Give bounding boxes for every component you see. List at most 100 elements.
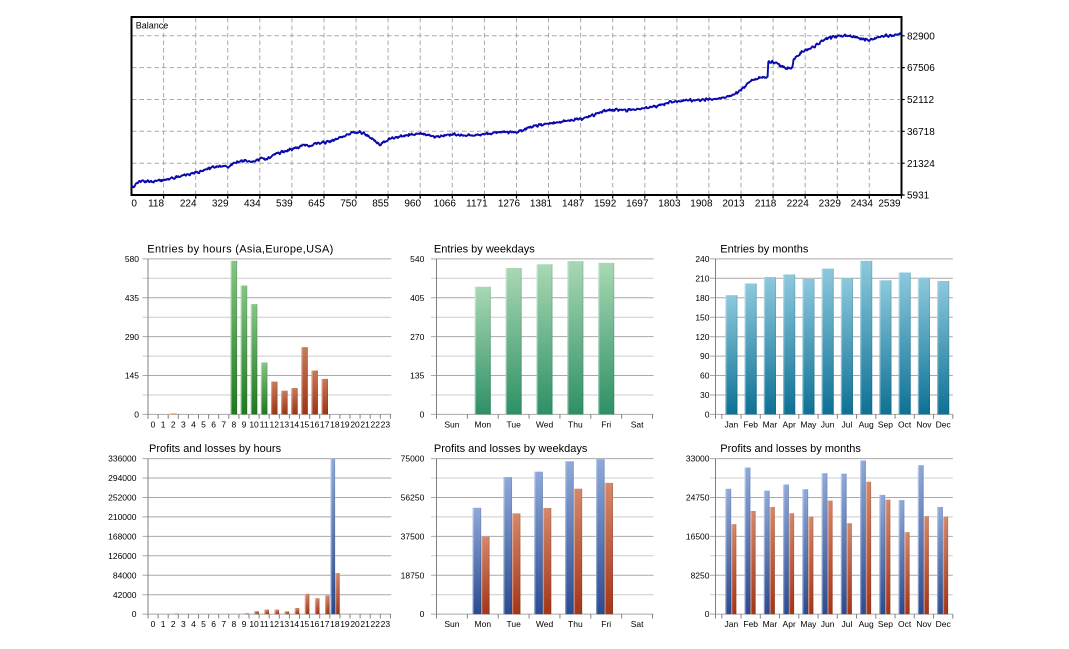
svg-text:22: 22: [371, 619, 381, 629]
svg-text:0: 0: [705, 609, 710, 619]
svg-text:960: 960: [404, 198, 421, 209]
svg-text:Apr: Apr: [783, 619, 796, 629]
svg-text:Feb: Feb: [743, 619, 758, 629]
svg-text:2539: 2539: [878, 198, 901, 209]
svg-text:210000: 210000: [108, 512, 137, 522]
svg-text:5931: 5931: [907, 191, 930, 202]
svg-text:1171: 1171: [466, 198, 488, 209]
svg-text:Mon: Mon: [475, 419, 492, 429]
svg-text:Apr: Apr: [783, 419, 796, 429]
svg-text:0: 0: [151, 619, 156, 629]
svg-text:May: May: [800, 419, 817, 429]
svg-text:540: 540: [410, 254, 424, 264]
svg-text:539: 539: [276, 198, 293, 209]
svg-text:Jun: Jun: [821, 419, 835, 429]
svg-text:Entries by weekdays: Entries by weekdays: [434, 243, 535, 255]
svg-text:Nov: Nov: [916, 619, 932, 629]
svg-text:Jun: Jun: [821, 619, 835, 629]
svg-text:120: 120: [695, 332, 709, 342]
svg-text:2329: 2329: [819, 198, 842, 209]
svg-text:10: 10: [249, 419, 259, 429]
svg-text:329: 329: [212, 198, 229, 209]
svg-text:33000: 33000: [686, 454, 710, 464]
svg-text:16: 16: [310, 419, 320, 429]
svg-text:Wed: Wed: [536, 419, 554, 429]
svg-text:0: 0: [134, 410, 139, 420]
svg-text:Dec: Dec: [936, 619, 952, 629]
svg-text:6: 6: [211, 619, 216, 629]
svg-text:Jul: Jul: [841, 619, 852, 629]
svg-text:1803: 1803: [658, 198, 681, 209]
svg-text:Oct: Oct: [898, 619, 912, 629]
svg-text:2118: 2118: [755, 198, 777, 209]
svg-text:145: 145: [125, 371, 139, 381]
svg-text:8: 8: [231, 419, 236, 429]
svg-text:Profits and losses by months: Profits and losses by months: [720, 443, 861, 455]
svg-text:434: 434: [244, 198, 261, 209]
svg-text:13: 13: [280, 619, 290, 629]
svg-text:16500: 16500: [686, 532, 710, 542]
svg-text:6: 6: [211, 419, 216, 429]
svg-text:Fri: Fri: [601, 419, 611, 429]
svg-text:52112: 52112: [907, 95, 935, 106]
svg-text:7: 7: [221, 419, 226, 429]
svg-text:Profits and losses by weekdays: Profits and losses by weekdays: [434, 443, 588, 455]
svg-text:15: 15: [300, 619, 310, 629]
svg-text:5: 5: [201, 419, 206, 429]
svg-text:750: 750: [340, 198, 357, 209]
svg-text:17: 17: [320, 419, 330, 429]
svg-text:11: 11: [260, 419, 269, 429]
svg-text:2013: 2013: [722, 198, 745, 209]
svg-text:0: 0: [131, 198, 137, 209]
svg-text:2: 2: [171, 419, 176, 429]
svg-text:Fri: Fri: [601, 619, 611, 629]
svg-text:3: 3: [181, 619, 186, 629]
svg-text:56250: 56250: [401, 493, 425, 503]
svg-text:126000: 126000: [108, 551, 137, 561]
svg-text:18: 18: [330, 619, 340, 629]
svg-text:Sat: Sat: [631, 619, 644, 629]
svg-text:Entries by hours (Asia,Europe,: Entries by hours (Asia,Europe,USA): [147, 243, 333, 255]
svg-text:252000: 252000: [108, 493, 137, 503]
svg-text:290: 290: [125, 332, 139, 342]
svg-text:1: 1: [161, 619, 166, 629]
svg-text:Jan: Jan: [725, 619, 739, 629]
svg-text:75000: 75000: [401, 454, 425, 464]
svg-text:Mon: Mon: [475, 619, 492, 629]
svg-text:1908: 1908: [690, 198, 713, 209]
svg-text:14: 14: [290, 619, 300, 629]
svg-text:67506: 67506: [907, 63, 935, 74]
svg-text:3: 3: [181, 419, 186, 429]
svg-text:21: 21: [360, 619, 370, 629]
svg-text:90: 90: [700, 351, 710, 361]
svg-text:135: 135: [410, 371, 424, 381]
svg-text:30: 30: [700, 390, 710, 400]
svg-text:Jan: Jan: [725, 419, 739, 429]
svg-text:Sep: Sep: [878, 619, 893, 629]
svg-text:Aug: Aug: [859, 619, 874, 629]
svg-text:16: 16: [310, 619, 320, 629]
svg-text:1066: 1066: [434, 198, 457, 209]
svg-text:Thu: Thu: [568, 419, 583, 429]
svg-text:5: 5: [201, 619, 206, 629]
svg-text:1: 1: [161, 419, 166, 429]
svg-text:19: 19: [340, 419, 350, 429]
svg-text:19: 19: [340, 619, 350, 629]
svg-text:84000: 84000: [113, 570, 137, 580]
svg-text:1592: 1592: [594, 198, 617, 209]
svg-text:580: 580: [125, 254, 139, 264]
svg-text:Tue: Tue: [506, 419, 521, 429]
svg-text:Tue: Tue: [506, 619, 521, 629]
svg-text:13: 13: [280, 419, 290, 429]
svg-text:Sat: Sat: [631, 419, 644, 429]
svg-text:36718: 36718: [907, 127, 935, 138]
svg-text:Mar: Mar: [763, 619, 778, 629]
svg-text:8250: 8250: [691, 570, 710, 580]
svg-text:0: 0: [705, 410, 710, 420]
svg-text:240: 240: [695, 254, 709, 264]
svg-text:0: 0: [420, 410, 425, 420]
svg-text:42000: 42000: [113, 590, 137, 600]
svg-text:0: 0: [151, 419, 156, 429]
svg-text:294000: 294000: [108, 473, 137, 483]
svg-text:180: 180: [695, 293, 709, 303]
